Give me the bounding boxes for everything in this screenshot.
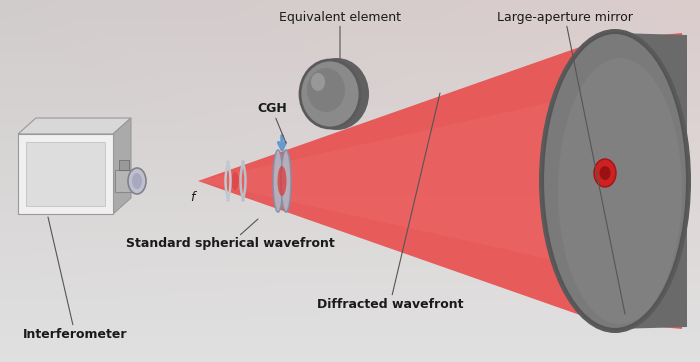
Text: Interferometer: Interferometer (22, 217, 127, 341)
Text: Standard spherical wavefront: Standard spherical wavefront (125, 219, 335, 251)
Bar (119, 160, 129, 170)
Ellipse shape (231, 172, 239, 190)
Polygon shape (113, 118, 131, 214)
Ellipse shape (594, 159, 616, 187)
Ellipse shape (311, 73, 325, 91)
Ellipse shape (305, 58, 369, 130)
Bar (18, 134, 113, 214)
Bar (26, 142, 105, 206)
Polygon shape (198, 33, 682, 329)
Polygon shape (18, 118, 131, 134)
Ellipse shape (307, 68, 345, 112)
Text: f: f (190, 191, 195, 204)
Ellipse shape (300, 60, 360, 128)
Ellipse shape (128, 168, 146, 194)
Polygon shape (198, 91, 615, 271)
Ellipse shape (558, 58, 682, 324)
Text: Equivalent element: Equivalent element (279, 10, 401, 58)
Text: Diffracted wavefront: Diffracted wavefront (316, 93, 463, 311)
Ellipse shape (273, 150, 283, 212)
Ellipse shape (277, 166, 286, 196)
Ellipse shape (543, 33, 687, 329)
Ellipse shape (132, 173, 142, 189)
Bar (115, 170, 135, 192)
Text: CGH: CGH (257, 102, 287, 143)
Ellipse shape (281, 150, 291, 212)
Text: Large-aperture mirror: Large-aperture mirror (497, 10, 633, 314)
Polygon shape (597, 33, 687, 329)
Ellipse shape (539, 29, 691, 333)
Ellipse shape (599, 166, 610, 180)
